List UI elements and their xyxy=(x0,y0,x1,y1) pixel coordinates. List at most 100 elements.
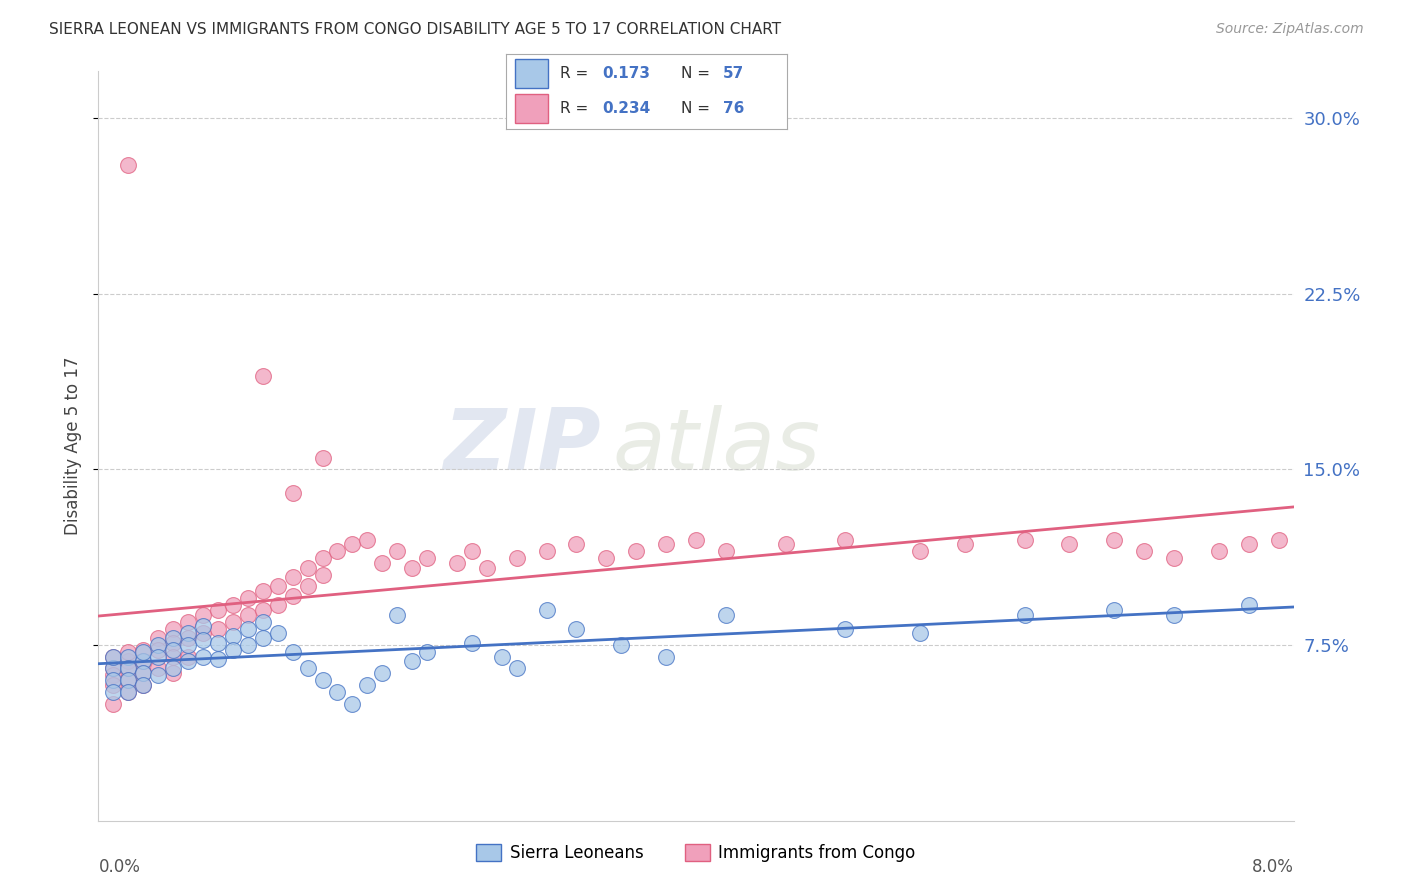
Immigrants from Congo xyxy=(1014,533,1036,547)
Text: R =: R = xyxy=(560,102,593,116)
Sierra Leoneans xyxy=(356,678,378,692)
Text: R =: R = xyxy=(560,66,593,81)
Immigrants from Congo xyxy=(775,537,797,551)
Immigrants from Congo xyxy=(207,603,229,617)
Sierra Leoneans xyxy=(117,649,139,664)
Immigrants from Congo xyxy=(1133,544,1156,558)
Immigrants from Congo xyxy=(297,561,319,575)
Sierra Leoneans xyxy=(191,619,214,633)
Immigrants from Congo xyxy=(252,368,274,383)
Immigrants from Congo xyxy=(685,533,707,547)
Sierra Leoneans xyxy=(162,631,184,645)
Sierra Leoneans xyxy=(207,652,229,666)
Immigrants from Congo xyxy=(117,661,139,675)
Sierra Leoneans xyxy=(326,685,349,699)
Immigrants from Congo xyxy=(1104,533,1126,547)
FancyBboxPatch shape xyxy=(515,59,548,87)
Sierra Leoneans xyxy=(714,607,737,622)
Text: 0.234: 0.234 xyxy=(602,102,650,116)
Sierra Leoneans xyxy=(191,633,214,648)
Immigrants from Congo xyxy=(342,537,364,551)
Sierra Leoneans xyxy=(565,622,588,636)
Immigrants from Congo xyxy=(1059,537,1081,551)
Immigrants from Congo xyxy=(475,561,498,575)
Sierra Leoneans xyxy=(207,635,229,649)
Immigrants from Congo xyxy=(356,533,378,547)
Sierra Leoneans xyxy=(103,661,125,675)
Sierra Leoneans xyxy=(148,649,170,664)
Immigrants from Congo xyxy=(297,580,319,594)
Immigrants from Congo xyxy=(401,561,423,575)
Immigrants from Congo xyxy=(103,678,125,692)
Immigrants from Congo xyxy=(236,591,259,606)
Immigrants from Congo xyxy=(162,622,184,636)
Sierra Leoneans xyxy=(132,666,155,681)
Immigrants from Congo xyxy=(311,551,333,566)
Sierra Leoneans xyxy=(103,649,125,664)
Text: 57: 57 xyxy=(723,66,744,81)
Immigrants from Congo xyxy=(207,622,229,636)
Immigrants from Congo xyxy=(132,678,155,692)
Sierra Leoneans xyxy=(1104,603,1126,617)
Sierra Leoneans xyxy=(132,678,155,692)
Sierra Leoneans xyxy=(1014,607,1036,622)
Immigrants from Congo xyxy=(103,649,125,664)
Immigrants from Congo xyxy=(908,544,931,558)
Sierra Leoneans xyxy=(103,685,125,699)
Immigrants from Congo xyxy=(222,615,245,629)
Immigrants from Congo xyxy=(1163,551,1185,566)
Text: 8.0%: 8.0% xyxy=(1251,858,1294,876)
Sierra Leoneans xyxy=(416,645,439,659)
Immigrants from Congo xyxy=(132,666,155,681)
Legend: Sierra Leoneans, Immigrants from Congo: Sierra Leoneans, Immigrants from Congo xyxy=(470,837,922,869)
Immigrants from Congo xyxy=(117,655,139,669)
Sierra Leoneans xyxy=(222,642,245,657)
Sierra Leoneans xyxy=(655,649,678,664)
Sierra Leoneans xyxy=(117,661,139,675)
Sierra Leoneans xyxy=(222,629,245,643)
Sierra Leoneans xyxy=(162,642,184,657)
Sierra Leoneans xyxy=(461,635,484,649)
Immigrants from Congo xyxy=(191,607,214,622)
Text: N =: N = xyxy=(681,102,714,116)
Immigrants from Congo xyxy=(252,603,274,617)
Sierra Leoneans xyxy=(162,661,184,675)
Sierra Leoneans xyxy=(834,622,856,636)
Immigrants from Congo xyxy=(117,158,139,172)
Immigrants from Congo xyxy=(655,537,678,551)
Sierra Leoneans xyxy=(177,626,200,640)
Sierra Leoneans xyxy=(236,622,259,636)
Text: N =: N = xyxy=(681,66,714,81)
Immigrants from Congo xyxy=(222,599,245,613)
Sierra Leoneans xyxy=(401,655,423,669)
Immigrants from Congo xyxy=(461,544,484,558)
Immigrants from Congo xyxy=(236,607,259,622)
Immigrants from Congo xyxy=(177,615,200,629)
Sierra Leoneans xyxy=(536,603,558,617)
Sierra Leoneans xyxy=(1163,607,1185,622)
Sierra Leoneans xyxy=(506,661,529,675)
Immigrants from Congo xyxy=(103,697,125,711)
Text: Source: ZipAtlas.com: Source: ZipAtlas.com xyxy=(1216,22,1364,37)
Text: atlas: atlas xyxy=(613,404,820,488)
Immigrants from Congo xyxy=(416,551,439,566)
Sierra Leoneans xyxy=(1237,599,1260,613)
Immigrants from Congo xyxy=(1208,544,1230,558)
Sierra Leoneans xyxy=(252,631,274,645)
Sierra Leoneans xyxy=(236,638,259,652)
Sierra Leoneans xyxy=(148,638,170,652)
Immigrants from Congo xyxy=(177,649,200,664)
Sierra Leoneans xyxy=(132,655,155,669)
Immigrants from Congo xyxy=(267,580,290,594)
Sierra Leoneans xyxy=(371,666,394,681)
Text: 0.173: 0.173 xyxy=(602,66,650,81)
Immigrants from Congo xyxy=(371,556,394,570)
Immigrants from Congo xyxy=(1237,537,1260,551)
Sierra Leoneans xyxy=(297,661,319,675)
Immigrants from Congo xyxy=(953,537,976,551)
Sierra Leoneans xyxy=(267,626,290,640)
Immigrants from Congo xyxy=(117,645,139,659)
Immigrants from Congo xyxy=(281,589,304,603)
Sierra Leoneans xyxy=(491,649,513,664)
Sierra Leoneans xyxy=(252,615,274,629)
